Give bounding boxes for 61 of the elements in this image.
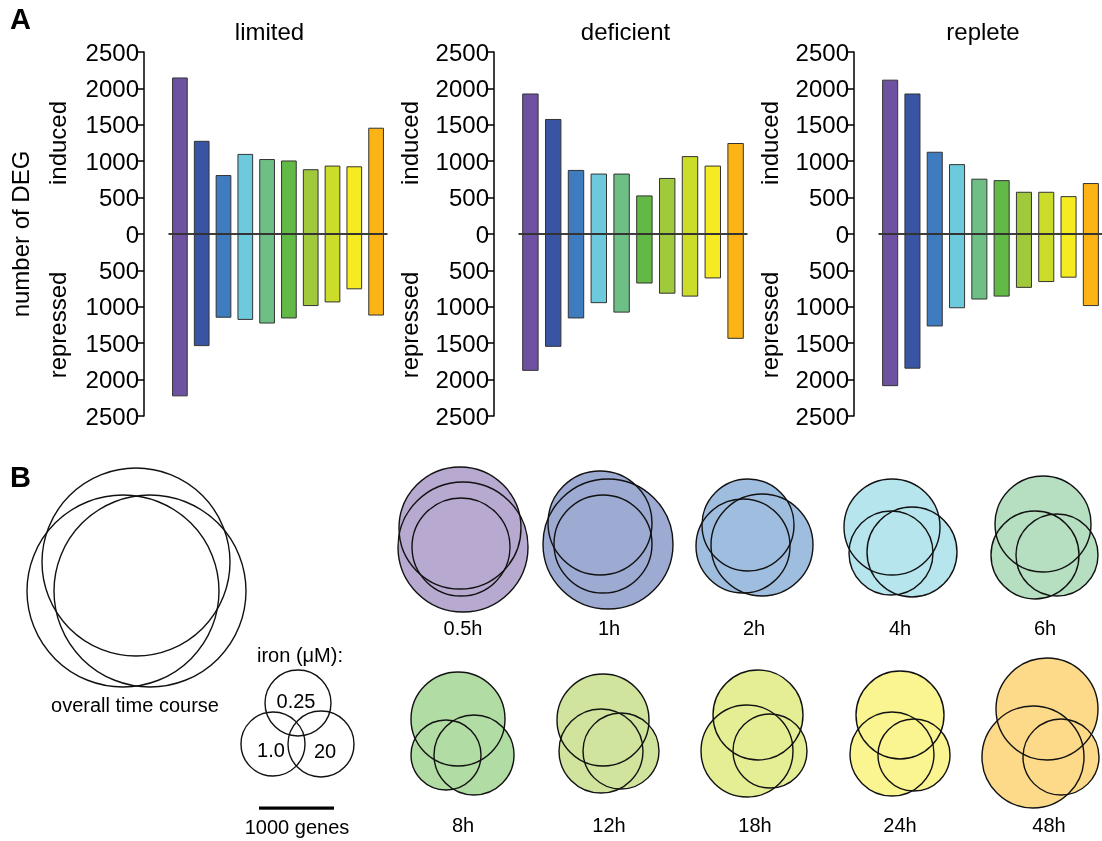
text: 18h [738, 814, 772, 836]
chart-title: deficient [580, 17, 671, 45]
y-tick-label: 1000 [435, 293, 489, 321]
y-tick-label: 1500 [85, 111, 139, 139]
y-tick-label: 500 [98, 256, 139, 284]
y-tick-label: 2500 [85, 38, 139, 66]
y-tick-label: 1500 [435, 329, 489, 357]
y-tick-label: 2000 [795, 366, 849, 394]
y-tick-label: 500 [808, 256, 849, 284]
text: 1h [597, 617, 621, 639]
text: iron (μM): [257, 644, 343, 666]
y-tick-label: 2000 [435, 366, 489, 394]
text: B [10, 461, 31, 493]
y-tick-label: 0 [475, 220, 489, 248]
y-tick-label: 1500 [795, 111, 849, 139]
text: induced [43, 100, 71, 186]
text: repressed [395, 271, 423, 379]
text: 0.5h [443, 617, 483, 639]
y-tick-label: 2500 [85, 402, 139, 430]
chart-title: limited [234, 17, 305, 45]
y-tick-label: 1000 [435, 147, 489, 175]
y-tick-label: 2000 [85, 366, 139, 394]
text: A [10, 2, 31, 35]
text: 8h [451, 814, 475, 836]
y-tick-label: 2500 [795, 38, 849, 66]
text: induced [395, 100, 423, 186]
text: 24h [883, 814, 917, 836]
y-tick-label: 2500 [435, 402, 489, 430]
text: 2h [742, 617, 766, 639]
y-tick-label: 2000 [85, 74, 139, 102]
y-tick-label: 1500 [795, 329, 849, 357]
y-tick-label: 500 [808, 184, 849, 212]
y-tick-label: 2500 [795, 402, 849, 430]
y-tick-label: 500 [448, 184, 489, 212]
text: 48h [1032, 814, 1066, 836]
y-tick-label: 2000 [795, 74, 849, 102]
text: repressed [43, 271, 71, 379]
text: 12h [592, 814, 626, 836]
text: 0.25 [276, 690, 316, 712]
y-axis-title: number of DEG [6, 150, 34, 318]
y-tick-label: 2000 [435, 74, 489, 102]
y-tick-label: 0 [835, 220, 849, 248]
y-tick-label: 1000 [795, 147, 849, 175]
y-tick-label: 1500 [435, 111, 489, 139]
text: overall time course [51, 694, 219, 716]
y-tick-label: 500 [98, 184, 139, 212]
text: 4h [888, 617, 912, 639]
text: induced [755, 100, 783, 186]
y-tick-label: 500 [448, 256, 489, 284]
text: 20 [313, 740, 337, 762]
chart-title: replete [946, 17, 1020, 45]
y-tick-label: 1000 [85, 293, 139, 321]
y-tick-label: 1000 [795, 293, 849, 321]
y-tick-label: 0 [125, 220, 139, 248]
text: repressed [755, 271, 783, 379]
y-tick-label: 2500 [435, 38, 489, 66]
y-tick-label: 1500 [85, 329, 139, 357]
text: 1000 genes [244, 816, 350, 838]
y-tick-label: 1000 [85, 147, 139, 175]
text: 1.0 [257, 739, 285, 761]
text: 6h [1033, 617, 1057, 639]
